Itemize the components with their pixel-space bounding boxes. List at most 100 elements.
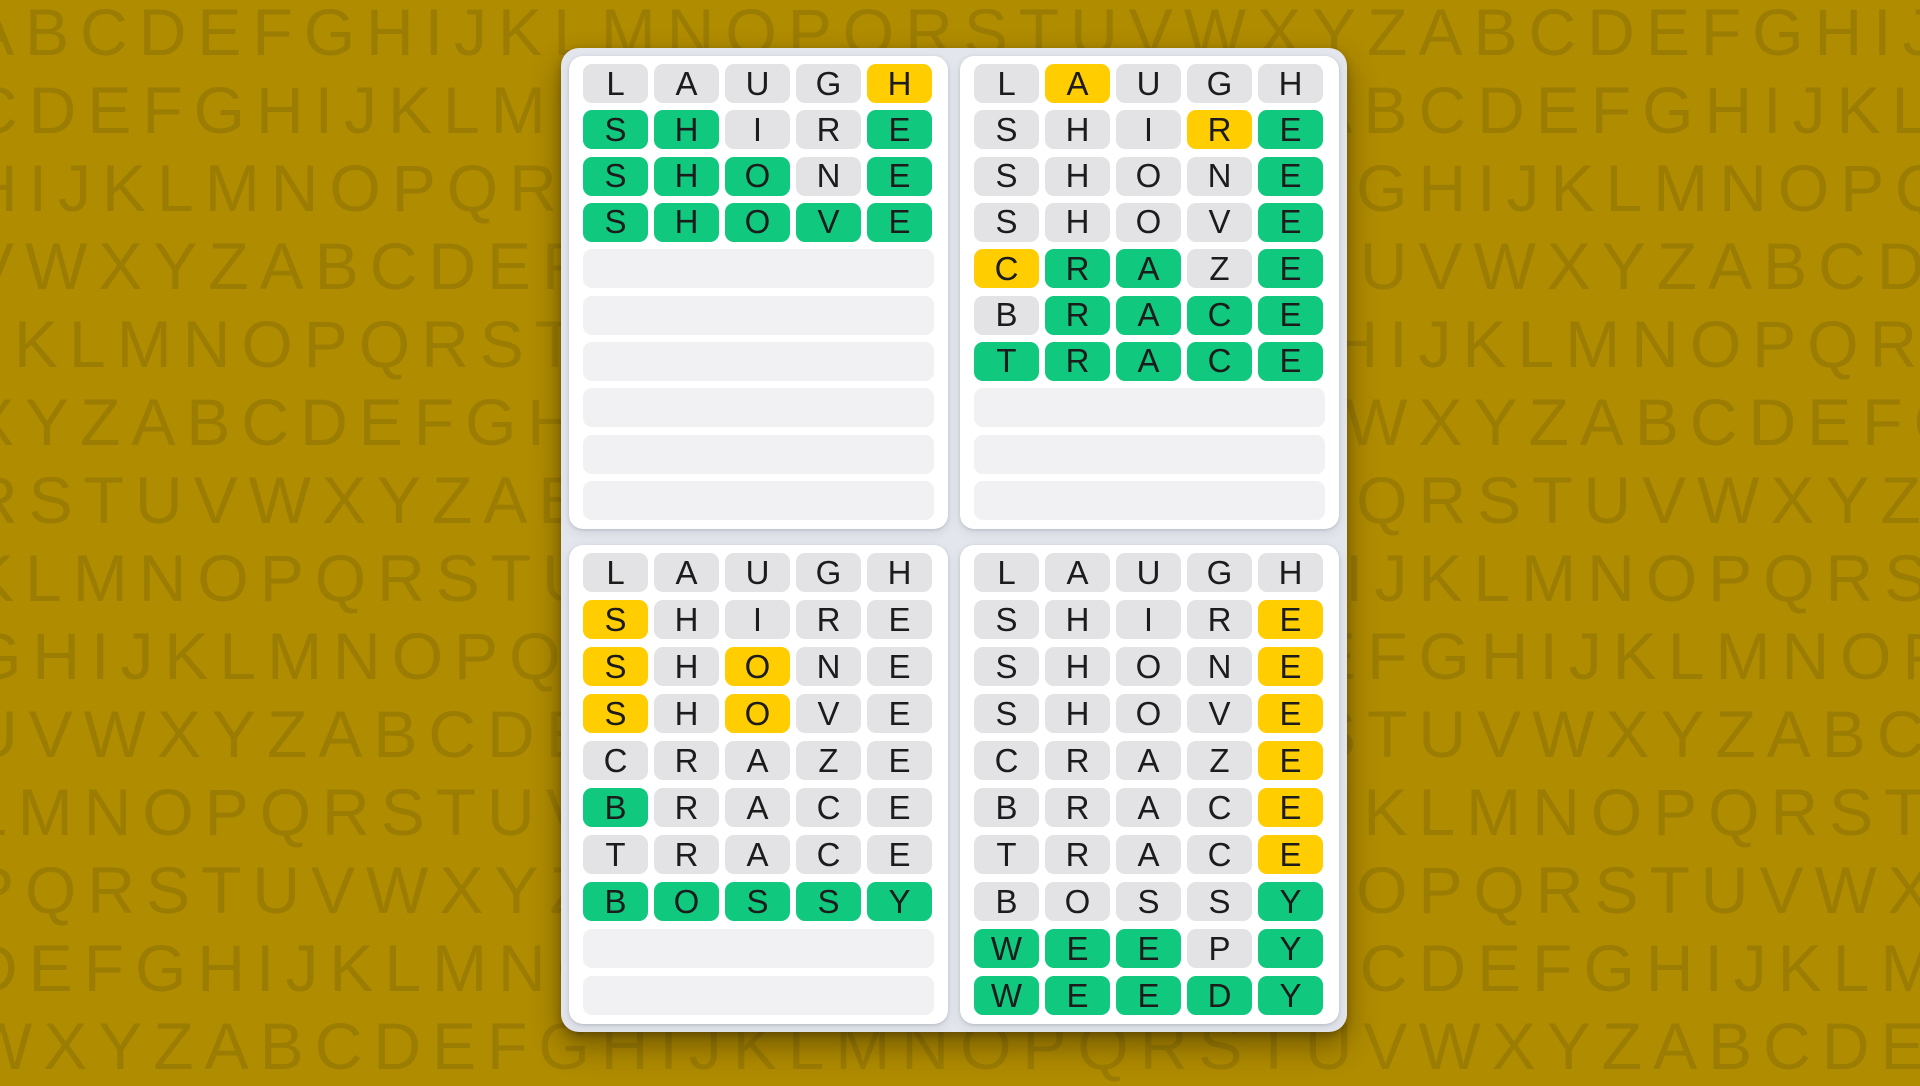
letter-cell-correct: S	[725, 882, 790, 921]
letter-cell-correct: W	[974, 976, 1039, 1015]
letter-cell-absent: A	[1116, 835, 1181, 874]
letter-cell-correct: B	[583, 788, 648, 827]
letter-cell-absent: S	[1187, 882, 1252, 921]
letter-cell-absent: H	[1045, 202, 1110, 242]
letter-cell-absent: V	[1187, 202, 1252, 242]
letter-cell-correct: O	[654, 882, 719, 921]
letter-cell-absent: C	[796, 788, 861, 827]
letter-cell-correct: O	[725, 202, 790, 242]
letter-cell-absent: O	[1116, 202, 1181, 242]
letter-cell-absent: S	[1116, 882, 1181, 921]
letter-cell-correct: B	[583, 882, 648, 921]
empty-guess-row	[583, 976, 934, 1015]
letter-cell-correct: S	[583, 110, 648, 150]
letter-cell-correct: A	[1116, 341, 1181, 381]
letter-cell-correct: E	[1116, 976, 1181, 1015]
letter-cell-absent: E	[867, 835, 932, 874]
letter-cell-absent: V	[796, 694, 861, 733]
letter-cell-absent: U	[1116, 553, 1181, 592]
letter-cell-present: E	[1258, 694, 1323, 733]
letter-cell-correct: S	[796, 882, 861, 921]
letter-cell-present: E	[1258, 647, 1323, 686]
letter-cell-absent: H	[1258, 64, 1323, 103]
letter-cell-absent: H	[1045, 694, 1110, 733]
letter-cell-absent: T	[974, 835, 1039, 874]
letter-cell-absent: H	[867, 553, 932, 592]
letter-cell-absent: R	[1187, 600, 1252, 639]
letter-cell-absent: P	[1187, 929, 1252, 968]
letter-cell-absent: A	[725, 788, 790, 827]
letter-cell-absent: I	[1116, 110, 1181, 150]
letter-cell-present: C	[974, 249, 1039, 289]
letter-cell-correct: T	[974, 341, 1039, 381]
letter-cell-correct: R	[1045, 341, 1110, 381]
letter-cell-absent: T	[583, 835, 648, 874]
letter-cell-correct: R	[1045, 249, 1110, 289]
letter-cell-correct: E	[1258, 110, 1323, 150]
empty-guess-row	[583, 434, 934, 474]
letter-cell-present: E	[1258, 600, 1323, 639]
letter-cell-absent: S	[974, 694, 1039, 733]
letter-cell-absent: H	[654, 694, 719, 733]
letter-cell-absent: R	[1045, 835, 1110, 874]
letter-cell-correct: Y	[867, 882, 932, 921]
letter-cell-absent: A	[1045, 553, 1110, 592]
letter-cell-absent: H	[1045, 600, 1110, 639]
letter-cell-absent: I	[725, 600, 790, 639]
letter-cell-absent: G	[796, 553, 861, 592]
empty-guess-row	[583, 480, 934, 520]
letter-cell-absent: C	[583, 741, 648, 780]
letter-cell-correct: E	[867, 156, 932, 196]
letter-cell-absent: B	[974, 295, 1039, 335]
letter-cell-correct: O	[725, 156, 790, 196]
letter-cell-correct: E	[1258, 249, 1323, 289]
letter-cell-correct: S	[583, 156, 648, 196]
letter-cell-correct: C	[1187, 295, 1252, 335]
letter-cell-correct: E	[867, 202, 932, 242]
letter-cell-absent: V	[1187, 694, 1252, 733]
letter-cell-present: S	[583, 694, 648, 733]
letter-cell-absent: N	[796, 647, 861, 686]
letter-cell-absent: Z	[796, 741, 861, 780]
letter-cell-correct: S	[583, 202, 648, 242]
letter-cell-absent: H	[654, 600, 719, 639]
letter-cell-correct: E	[1258, 202, 1323, 242]
letter-cell-absent: O	[1116, 156, 1181, 196]
letter-cell-correct: H	[654, 156, 719, 196]
letter-cell-correct: A	[1116, 295, 1181, 335]
letter-cell-absent: H	[1258, 553, 1323, 592]
empty-guess-row	[974, 388, 1325, 428]
letter-cell-absent: R	[654, 741, 719, 780]
letter-cell-absent: L	[974, 553, 1039, 592]
empty-guess-row	[974, 434, 1325, 474]
letter-cell-absent: E	[867, 600, 932, 639]
letter-cell-absent: E	[867, 788, 932, 827]
letter-cell-absent: B	[974, 882, 1039, 921]
letter-cell-absent: C	[796, 835, 861, 874]
letter-cell-present: O	[725, 694, 790, 733]
letter-cell-correct: H	[654, 202, 719, 242]
letter-cell-absent: O	[1116, 647, 1181, 686]
letter-cell-absent: S	[974, 647, 1039, 686]
letter-cell-absent: R	[796, 110, 861, 150]
letter-cell-absent: A	[1116, 788, 1181, 827]
letter-cell-absent: R	[1045, 741, 1110, 780]
letter-cell-absent: U	[725, 64, 790, 103]
letter-cell-correct: E	[1258, 295, 1323, 335]
letter-cell-absent: I	[1116, 600, 1181, 639]
empty-guess-row	[583, 341, 934, 381]
